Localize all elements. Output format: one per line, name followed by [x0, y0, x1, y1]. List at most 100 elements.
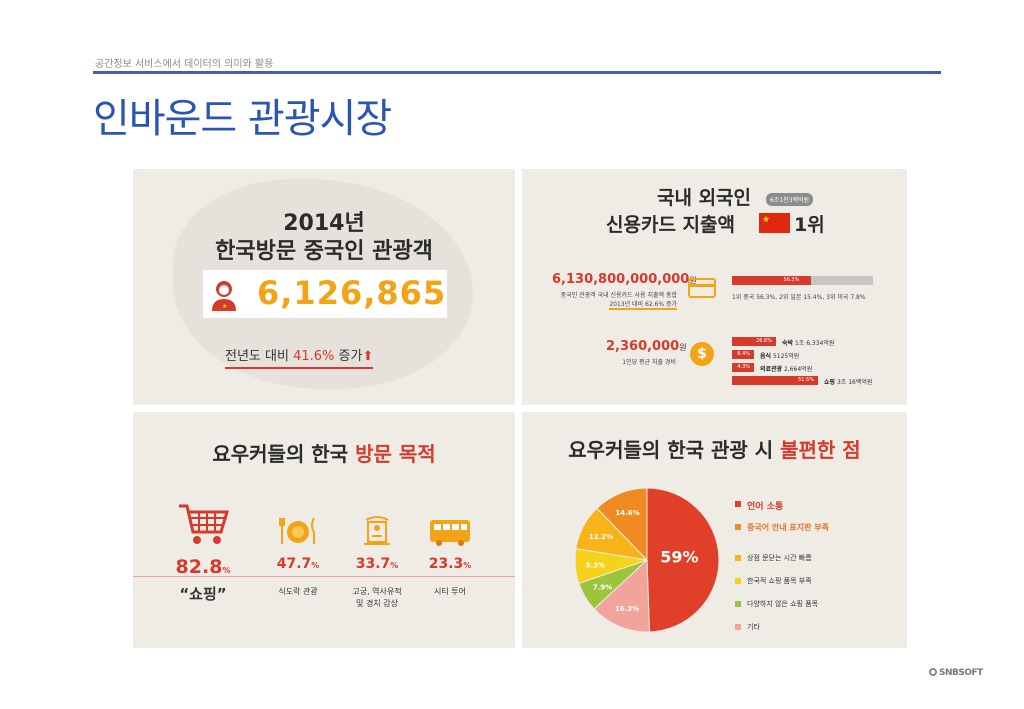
card-total-desc: 중국인 관광객 국내 신용카드 사용 지출액 총합 2013년 대비 62.6% … [532, 291, 677, 310]
legend-item: 중국어 안내 표지판 부족 [735, 522, 829, 545]
card-total-desc-1: 중국인 관광객 국내 신용카드 사용 지출액 총합 [560, 292, 677, 299]
legend-label: 다양하지 않은 쇼핑 품목 [747, 600, 819, 608]
purpose-heading-pre: 요우커들의 한국 [212, 442, 356, 466]
purpose-dining: 47.7% 식도락 관광 [263, 500, 333, 598]
legend-label: 언어 소통 [747, 502, 784, 512]
spending-category: 숙박 [782, 340, 794, 347]
page-title: 인바운드 관광시장 [93, 96, 392, 142]
visitors-count-box [203, 270, 447, 318]
spending-label: 음식 5125억원 [760, 351, 799, 360]
pie-slice-label: 12.2% [589, 533, 613, 541]
legend-item: 상점 문닫는 시간 빠름 [735, 553, 829, 576]
inconvenience-pie-chart: 59% 16.3% 7.9% 9.3% 12.2% 14.6% [574, 487, 720, 633]
spending-bar: 51.5% [732, 376, 818, 385]
credit-card-panel: 국내 외국인 신용카드 지출액 ★ 1위 6조1천3백억원 6,130,800,… [522, 169, 907, 405]
pie-slice-label: 16.3% [615, 605, 639, 613]
snbsoft-logo: SNBSOFT [929, 668, 983, 678]
legend-label: 중국어 안내 표지판 부족 [747, 523, 829, 532]
card-total-desc-2: 2013년 대비 62.6% 증가 [609, 301, 677, 310]
pie-slice-label: 14.6% [615, 509, 639, 517]
legend-label: 상점 문닫는 시간 빠름 [747, 554, 812, 562]
logo-text: SNBSOFT [939, 668, 983, 678]
purpose-palace-pct: 33.7% [355, 556, 399, 572]
card-rank-desc: 1위 중국 56.3%, 2위 일본 15.4%, 3위 미국 7.8% [732, 294, 866, 301]
purpose-citytour-pct: 23.3% [428, 556, 472, 572]
spending-category: 음식 [760, 353, 772, 360]
spending-category: 의료관광 [760, 366, 783, 373]
growth-value: 41.6% [293, 349, 335, 364]
spending-label: 숙박 1조 6,334억원 [782, 338, 834, 347]
inconvenience-heading: 요우커들의 한국 관광 시 불편한 점 [522, 434, 907, 463]
visitors-year: 2014년 [283, 211, 365, 236]
spending-amount: 2,664억원 [782, 366, 813, 373]
growth-suffix: 증가 [334, 349, 363, 364]
share-bar-track: 56.3% [732, 276, 873, 285]
spending-amount: 5125억원 [771, 353, 800, 360]
spending-category: 쇼핑 [824, 379, 836, 386]
legend-swatch [735, 555, 741, 561]
pie-slice [593, 558, 650, 633]
legend-item: 다양하지 않은 쇼핑 품목 [735, 599, 829, 622]
legend-item: 언어 소통 [735, 499, 829, 522]
purpose-shopping-pct: 82.8% [175, 556, 231, 578]
visitors-count: 6,126,865 [257, 274, 447, 312]
visitors-heading: 한국방문 중국인 관광객 [215, 239, 433, 264]
growth-prefix: 전년도 대비 [225, 349, 294, 364]
inconvenience-heading-red: 불편한 점 [780, 438, 861, 462]
per-person-amount: 2,360,000원 [606, 339, 687, 354]
share-bar-fill: 56.3% [732, 276, 812, 285]
china-flag-icon: ★ [759, 213, 790, 233]
header-divider [93, 71, 941, 74]
dining-icon [263, 500, 333, 546]
visitors-panel: 2014년 한국방문 중국인 관광객 ★ 6,126,865 전년도 대비 41… [133, 169, 515, 405]
legend-item: 한국적 쇼핑 품목 부족 [735, 576, 829, 599]
legend-swatch [735, 578, 741, 584]
header-subtitle: 공간정보 서비스에서 데이터의 의미와 활용 [95, 59, 274, 70]
pie-slice-label: 7.9% [593, 584, 612, 592]
legend-swatch [735, 501, 741, 507]
card-total-unit: 원 [689, 276, 697, 285]
card-rank: 1위 [794, 214, 825, 236]
visitors-growth: 전년도 대비 41.6% 증가⬆ [225, 345, 374, 369]
spending-label: 의료관광 2,664억원 [760, 364, 812, 373]
card-total-amount: 6,130,800,000,000원 [552, 272, 697, 287]
purpose-citytour: 23.3% 시티 투어 [415, 500, 485, 598]
card-total-value: 6,130,800,000,000 [552, 272, 690, 287]
legend-swatch [735, 624, 741, 630]
pie-slice-label: 59% [660, 547, 698, 566]
per-person-desc: 1인당 평균 지출 경비 [622, 359, 676, 366]
spending-amount: 3조 16백억원 [835, 379, 873, 386]
inconvenience-panel: 요우커들의 한국 관광 시 불편한 점 59% 16.3% 7.9% 9.3% 12.2… [522, 412, 907, 648]
visit-purpose-panel: 요우커들의 한국 방문 목적 82.8% “쇼핑” 47.7% 식도락 관광 3… [133, 412, 515, 648]
purpose-citytour-label: 시티 투어 [434, 587, 466, 596]
spending-amount: 1조 6,334억원 [793, 340, 835, 347]
legend-label: 한국적 쇼핑 품목 부족 [747, 577, 812, 585]
purpose-palace-label: 고궁, 역사유적 및 경치 감상 [352, 587, 402, 608]
pie-slice-label: 9.3% [586, 561, 605, 569]
card-total-badge: 6조1천3백억원 [766, 193, 814, 206]
svg-text:★: ★ [222, 303, 227, 310]
purpose-palace: 33.7% 고궁, 역사유적 및 경치 감상 [337, 500, 417, 610]
legend-item: 기타 [735, 622, 829, 645]
purpose-shopping-label: “쇼핑” [179, 585, 227, 603]
per-person-unit: 원 [679, 343, 687, 352]
purpose-divider [133, 576, 515, 577]
shopping-cart-icon [163, 500, 243, 546]
dollar-icon: $ [690, 342, 714, 366]
purpose-heading-red: 방문 목적 [355, 442, 436, 466]
legend-swatch [735, 524, 741, 530]
up-arrow-icon: ⬆ [362, 349, 374, 364]
pie-slice [646, 487, 720, 633]
inconvenience-heading-pre: 요우커들의 한국 관광 시 [568, 438, 781, 462]
spending-bar: 26.6% [732, 337, 776, 346]
spending-bar: 4.3% [732, 363, 754, 372]
palace-icon [337, 500, 417, 546]
per-person-value: 2,360,000 [606, 339, 680, 354]
purpose-heading: 요우커들의 한국 방문 목적 [133, 438, 515, 467]
spending-bar: 8.4% [732, 350, 754, 359]
spending-label: 쇼핑 3조 16백억원 [824, 377, 872, 386]
chinese-tourist-icon: ★ [212, 281, 236, 311]
legend-label: 기타 [747, 623, 760, 631]
legend-swatch [735, 601, 741, 607]
